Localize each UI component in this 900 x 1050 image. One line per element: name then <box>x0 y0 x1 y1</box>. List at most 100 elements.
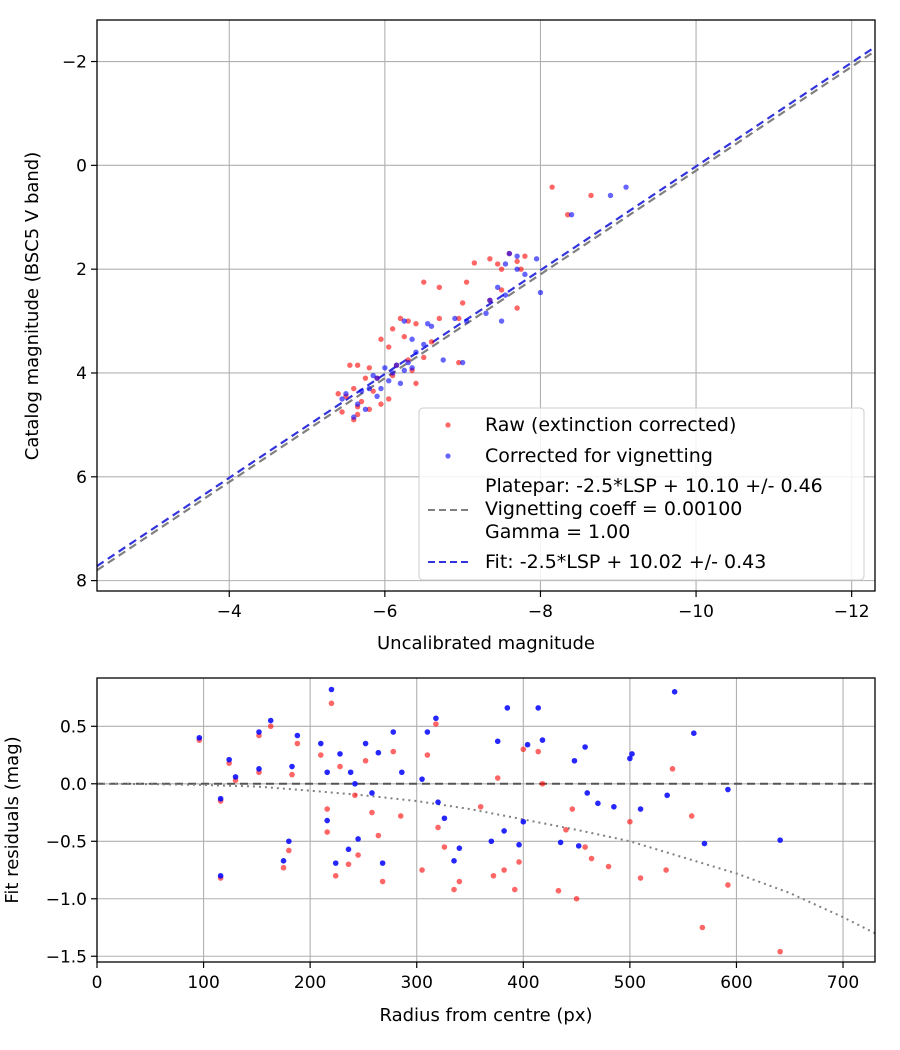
corrected-residual-point <box>379 860 386 866</box>
corrected-residual-point <box>352 780 358 787</box>
raw-residual-point <box>688 813 695 819</box>
raw-residual-point <box>501 867 507 873</box>
raw-point <box>494 261 501 267</box>
raw-point <box>459 300 466 306</box>
raw-point <box>378 336 384 342</box>
raw-residual-point <box>352 792 358 799</box>
corrected-residual-point <box>595 800 601 807</box>
top-clipped-layer <box>97 46 875 572</box>
raw-residual-point <box>725 882 731 888</box>
bottom-y-tick-label: −1.0 <box>46 890 87 910</box>
top-data-layer <box>97 46 875 572</box>
corrected-point <box>452 315 458 322</box>
corrected-point <box>405 359 411 366</box>
corrected-point <box>378 385 384 392</box>
raw-residual-point <box>520 746 527 753</box>
corrected-residual-point <box>456 845 463 851</box>
corrected-residual-point <box>494 738 501 745</box>
raw-point <box>421 279 427 285</box>
corrected-point <box>409 365 415 371</box>
corrected-point <box>623 184 629 190</box>
top-y-tick-label: 0 <box>76 156 87 176</box>
corrected-residual-point <box>424 729 431 735</box>
corrected-residual-point <box>433 715 439 722</box>
raw-point <box>549 184 555 190</box>
raw-residual-point <box>477 803 484 810</box>
vignetting-curve <box>97 782 875 935</box>
raw-point <box>401 333 408 340</box>
raw-residual-point <box>286 847 292 854</box>
corrected-residual-point <box>520 818 527 825</box>
bottom-x-tick-label: 700 <box>827 973 859 993</box>
corrected-residual-point <box>226 756 232 763</box>
top-y-tick-label: −2 <box>62 53 87 73</box>
corrected-residual-point <box>347 769 354 776</box>
raw-point <box>456 359 462 366</box>
corrected-residual-point <box>524 741 531 748</box>
bottom-x-tick-label: 200 <box>294 973 326 993</box>
corrected-point <box>386 378 392 384</box>
bottom-x-axis-label: Radius from centre (px) <box>379 1005 592 1026</box>
corrected-residual-point <box>280 858 287 864</box>
raw-residual-point <box>424 752 431 758</box>
raw-residual-point <box>699 924 706 931</box>
raw-residual-point <box>397 813 404 819</box>
raw-point <box>366 365 372 371</box>
legend-marker-corrected <box>445 453 451 459</box>
corrected-residual-point <box>217 795 224 802</box>
corrected-point <box>393 362 400 368</box>
corrected-residual-point <box>289 763 295 770</box>
raw-residual-point <box>324 806 331 812</box>
corrected-point <box>351 414 357 420</box>
corrected-residual-point <box>294 732 301 739</box>
raw-residual-point <box>441 844 448 850</box>
top-y-tick-label: 8 <box>76 572 87 592</box>
raw-residual-point <box>267 723 274 730</box>
bottom-y-tick-label: 0.5 <box>60 717 87 737</box>
raw-residual-point <box>379 878 386 885</box>
corrected-residual-point <box>584 790 591 796</box>
raw-residual-point <box>669 766 676 772</box>
corrected-residual-point <box>516 841 522 848</box>
bottom-clipped-layer <box>97 686 875 955</box>
corrected-point <box>463 318 470 324</box>
bottom-x-tick-label: 500 <box>614 973 646 993</box>
corrected-point <box>397 380 404 387</box>
raw-residual-point <box>627 818 633 825</box>
raw-residual-point <box>419 867 425 873</box>
top-y-tick-label: 6 <box>76 468 87 488</box>
raw-point <box>351 385 357 392</box>
raw-residual-point <box>433 721 439 727</box>
legend: Raw (extinction corrected) Corrected for… <box>418 407 865 581</box>
raw-residual-point <box>375 832 382 839</box>
corrected-residual-point <box>571 757 578 764</box>
bottom-grid <box>96 678 875 962</box>
raw-residual-point <box>456 878 463 885</box>
corrected-point <box>354 401 361 407</box>
raw-point <box>378 401 384 407</box>
bottom-plot-frame <box>96 677 876 963</box>
raw-residual-point <box>573 895 580 902</box>
top-scatter-plot: −4 −6 −8 −10 −12 −2 0 2 4 6 8 Uncalibrated magnitu… <box>22 19 876 654</box>
raw-point <box>366 406 372 413</box>
top-ticks: −4 −6 −8 −10 −12 −2 0 2 4 6 8 <box>62 53 870 622</box>
corrected-residual-point <box>256 766 262 772</box>
raw-point <box>463 279 470 285</box>
corrected-point <box>401 318 408 324</box>
raw-point <box>362 375 369 381</box>
raw-point <box>498 287 505 293</box>
raw-residual-point <box>328 700 335 707</box>
corrected-residual-point <box>337 751 343 757</box>
corrected-point <box>502 261 509 267</box>
corrected-point <box>366 385 372 392</box>
corrected-point <box>514 266 520 272</box>
corrected-point <box>502 292 509 298</box>
corrected-point <box>483 310 489 316</box>
raw-residual-point <box>280 864 287 871</box>
corrected-residual-point <box>582 744 588 750</box>
corrected-residual-point <box>691 730 697 736</box>
corrected-residual-point <box>451 858 457 864</box>
raw-point <box>514 305 520 311</box>
corrected-residual-point <box>217 872 224 879</box>
raw-point <box>386 396 392 402</box>
